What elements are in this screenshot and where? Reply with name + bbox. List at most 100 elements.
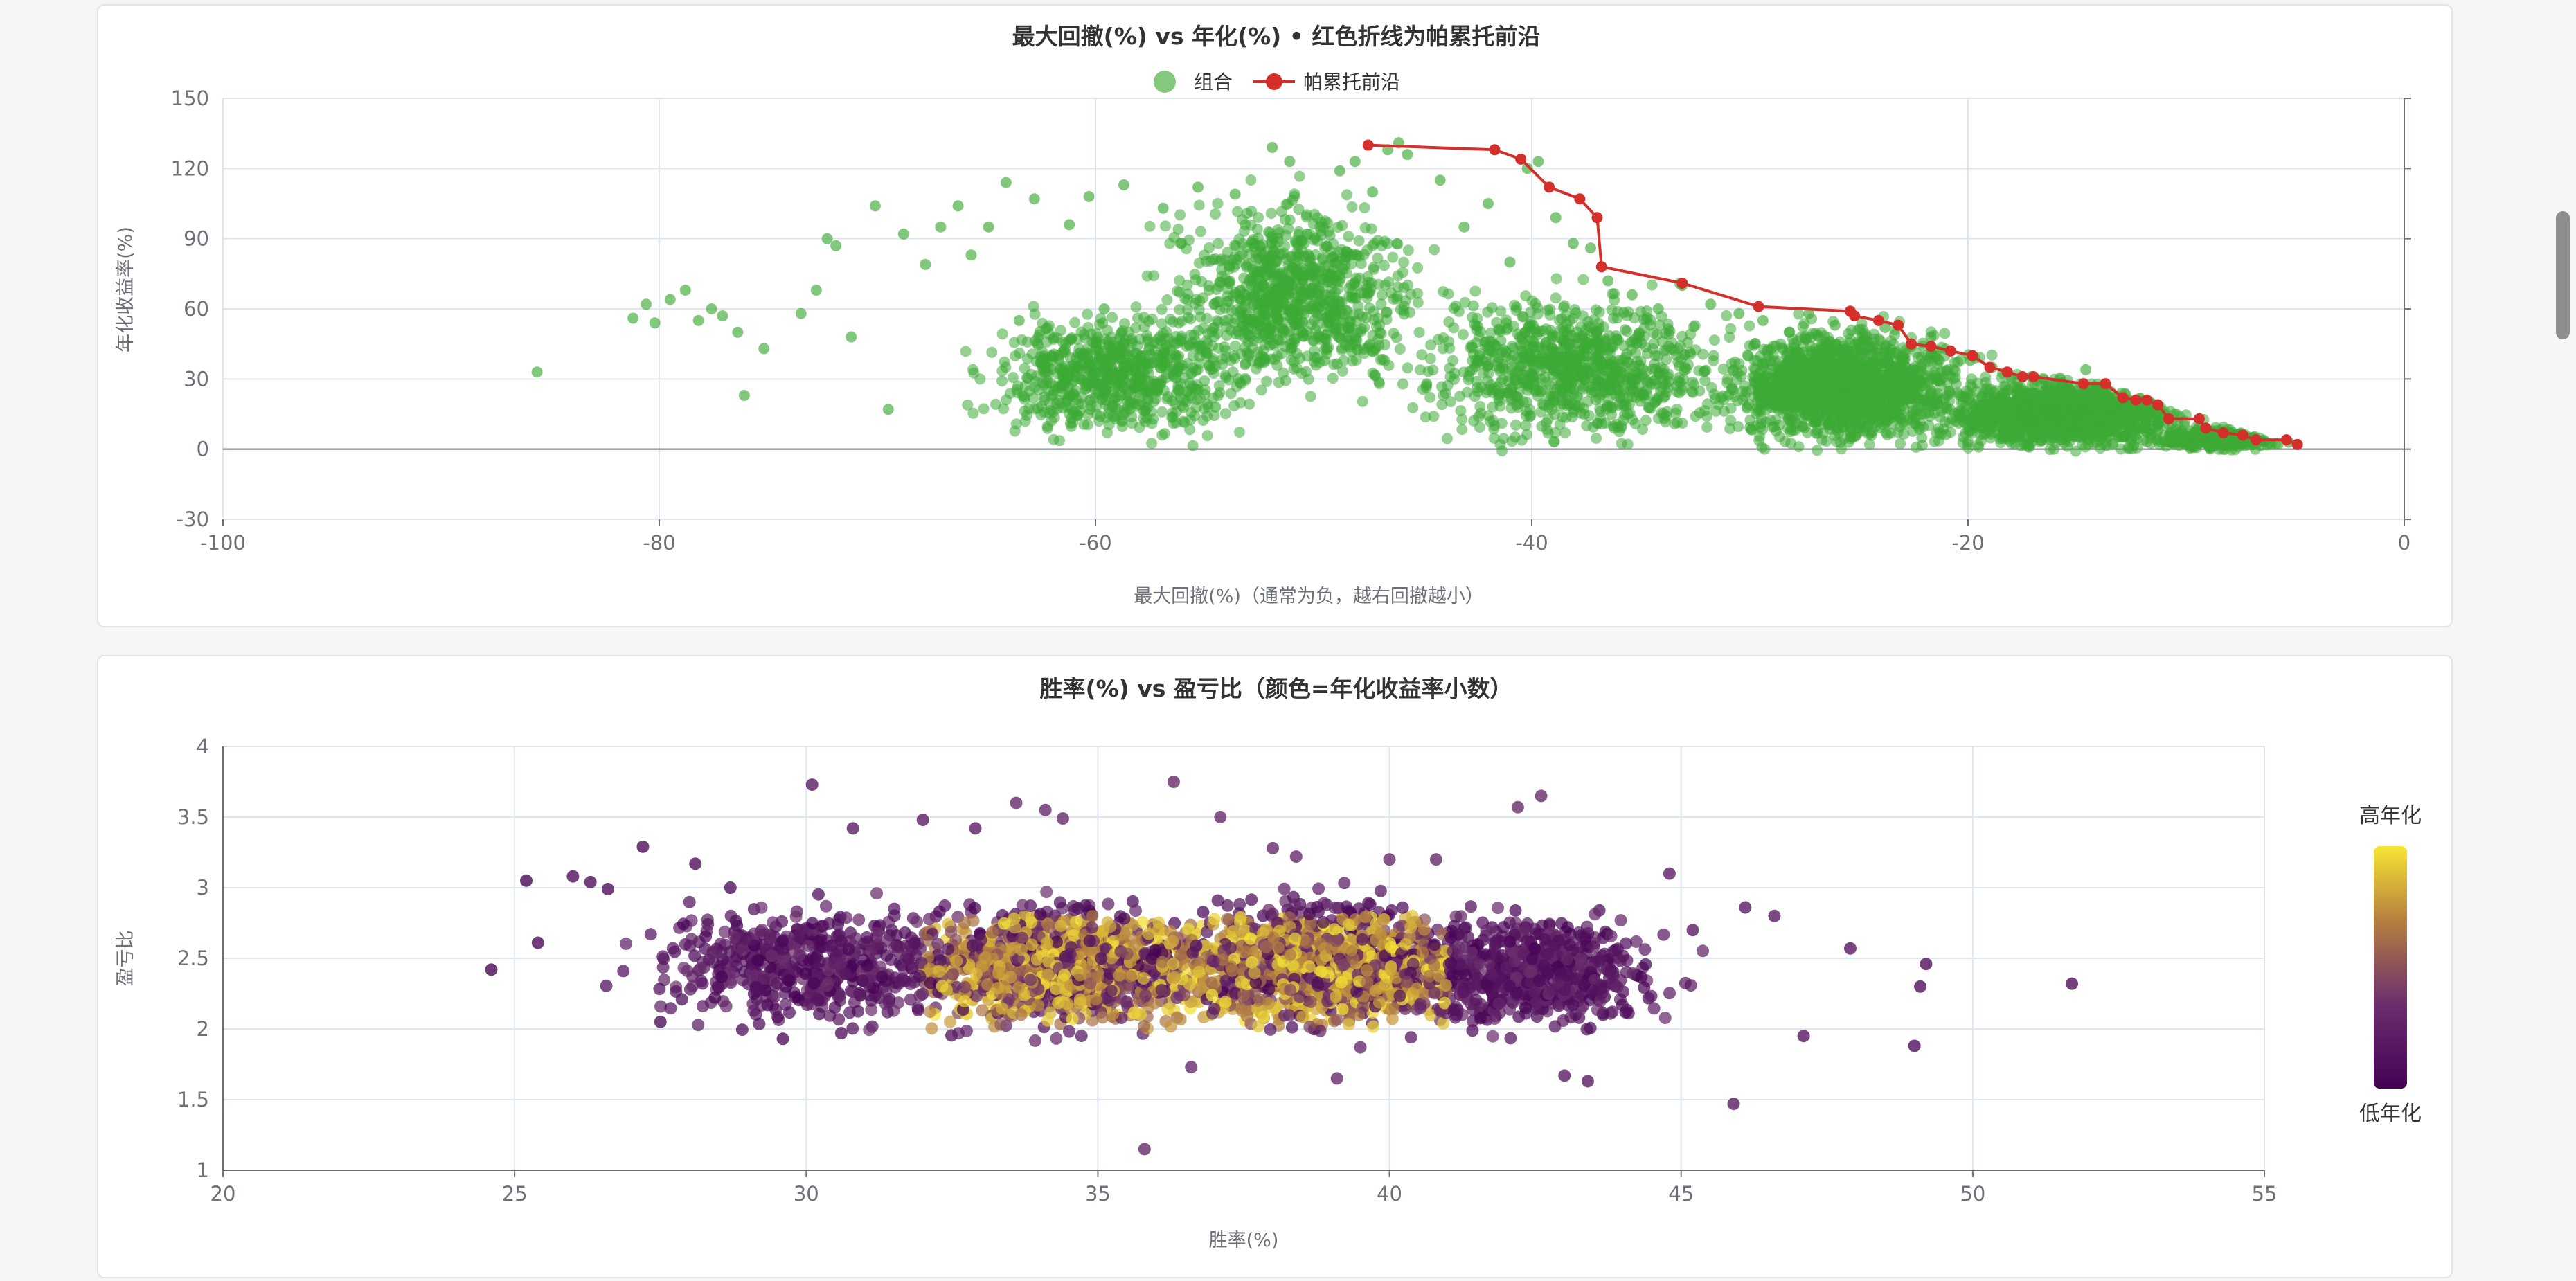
scatter-point[interactable] [1367,240,1378,251]
scatter-point[interactable] [1324,229,1336,241]
scatter-point[interactable] [1832,353,1843,365]
scatter-point[interactable] [1166,411,1178,423]
scatter-point[interactable] [1444,370,1456,382]
scatter-point[interactable] [1565,382,1577,394]
scatter-point[interactable] [1225,388,1237,400]
scatter-point[interactable] [1845,324,1857,336]
scatter-point[interactable] [1659,328,1671,339]
scatter-point[interactable] [1280,229,1291,241]
scatter-point[interactable] [1880,427,1892,438]
scatter-point[interactable] [1469,285,1481,297]
scatter-point[interactable] [1174,304,1186,316]
scatter-point[interactable] [1294,324,1305,336]
scatter-point[interactable] [1282,198,1294,210]
scatter-point[interactable] [1530,326,1542,338]
scatter-point[interactable] [1366,223,1377,235]
scatter-point[interactable] [1612,305,1624,317]
scatter-point[interactable] [1782,348,1794,359]
scatter-point[interactable] [1641,305,1653,316]
scatter-point[interactable] [1530,298,1541,310]
scatter-point[interactable] [1353,235,1365,247]
scatter-point[interactable] [1008,372,1019,384]
scatter-point[interactable] [1357,395,1368,407]
scatter-point[interactable] [1413,326,1425,338]
scatter-point[interactable] [1227,366,1239,378]
scatter-point[interactable] [1177,415,1189,427]
scatter-point[interactable] [1056,369,1068,381]
scatter-point[interactable] [1591,351,1602,363]
scatter-point[interactable] [1107,312,1118,323]
scatter-point[interactable] [1708,334,1720,346]
scatter-point[interactable] [1491,316,1503,328]
scatter-point[interactable] [1850,412,1861,424]
scatter-point[interactable] [1048,412,1060,424]
scatter-point[interactable] [1583,381,1595,393]
scatter-point[interactable] [1805,395,1817,406]
scatter-point[interactable] [1816,415,1828,427]
scatter-point[interactable] [1895,438,1906,449]
scatter-point[interactable] [1899,387,1911,399]
scatter-point[interactable] [1313,285,1325,296]
scatter-point[interactable] [1038,350,1050,361]
scatter-point[interactable] [1407,402,1419,413]
scatter-point[interactable] [1836,393,1848,404]
scatter-point[interactable] [1889,385,1901,397]
scatter-point[interactable] [1570,370,1581,382]
scatter-point[interactable] [1697,348,1709,360]
scatter-point[interactable] [1812,445,1823,456]
scatter-point[interactable] [1336,296,1348,307]
scatter-point[interactable] [1322,328,1333,340]
scatter-point[interactable] [1436,381,1447,393]
scatter-point[interactable] [1108,343,1120,355]
scatter-point[interactable] [1651,395,1663,406]
scatter-point[interactable] [1176,315,1188,327]
scatter-point[interactable] [1485,327,1496,339]
scatter-point[interactable] [1298,290,1309,302]
scatter-point[interactable] [1412,262,1424,274]
scatter-point[interactable] [1128,365,1140,377]
scatter-point[interactable] [1220,351,1232,363]
scatter-point[interactable] [1387,251,1399,263]
scatter-point[interactable] [1054,435,1065,447]
scatter-point[interactable] [1495,305,1507,317]
scatter-point[interactable] [1770,340,1782,352]
scatter-point[interactable] [1305,391,1316,402]
scatter-point[interactable] [1100,353,1111,365]
scatter-point[interactable] [1824,366,1836,378]
scatter-point[interactable] [1793,441,1805,453]
scatter-point[interactable] [1156,406,1168,418]
scatter-point[interactable] [1455,405,1467,417]
scatter-point[interactable] [1591,328,1602,339]
scatter-point[interactable] [1327,298,1339,310]
scatter-point[interactable] [1094,388,1106,400]
scatter-point[interactable] [1170,350,1182,361]
scatter-point[interactable] [1939,328,1951,339]
scatter-point[interactable] [1146,438,1158,449]
scatter-point[interactable] [1438,286,1449,298]
scatter-point[interactable] [1913,393,1924,404]
scatter-point[interactable] [1190,365,1202,377]
scatter-point[interactable] [1640,415,1652,427]
scatter-point[interactable] [1246,292,1258,304]
scatter-point[interactable] [1349,277,1361,289]
scatter-point[interactable] [1741,402,1753,414]
scatter-point[interactable] [1582,339,1593,351]
scatter-point[interactable] [1214,304,1226,315]
scatter-point[interactable] [1915,366,1926,377]
scatter-point[interactable] [1170,398,1181,410]
scatter-point[interactable] [1336,344,1348,356]
scatter-point[interactable] [1232,325,1243,337]
scatter-point[interactable] [1487,401,1499,413]
scatter-point[interactable] [1279,240,1291,252]
scatter-point[interactable] [1301,350,1313,362]
scatter-point[interactable] [1577,274,1589,285]
scatter-point[interactable] [1289,333,1300,345]
scatter-point[interactable] [1293,204,1305,215]
scatter-point[interactable] [1224,276,1236,287]
scatter-point[interactable] [1459,296,1471,308]
scatter-point[interactable] [996,365,1008,377]
scatter-point[interactable] [1237,214,1248,226]
scatter-point[interactable] [1582,395,1593,407]
scatter-point[interactable] [1319,312,1331,324]
scatter-point[interactable] [1376,240,1388,251]
